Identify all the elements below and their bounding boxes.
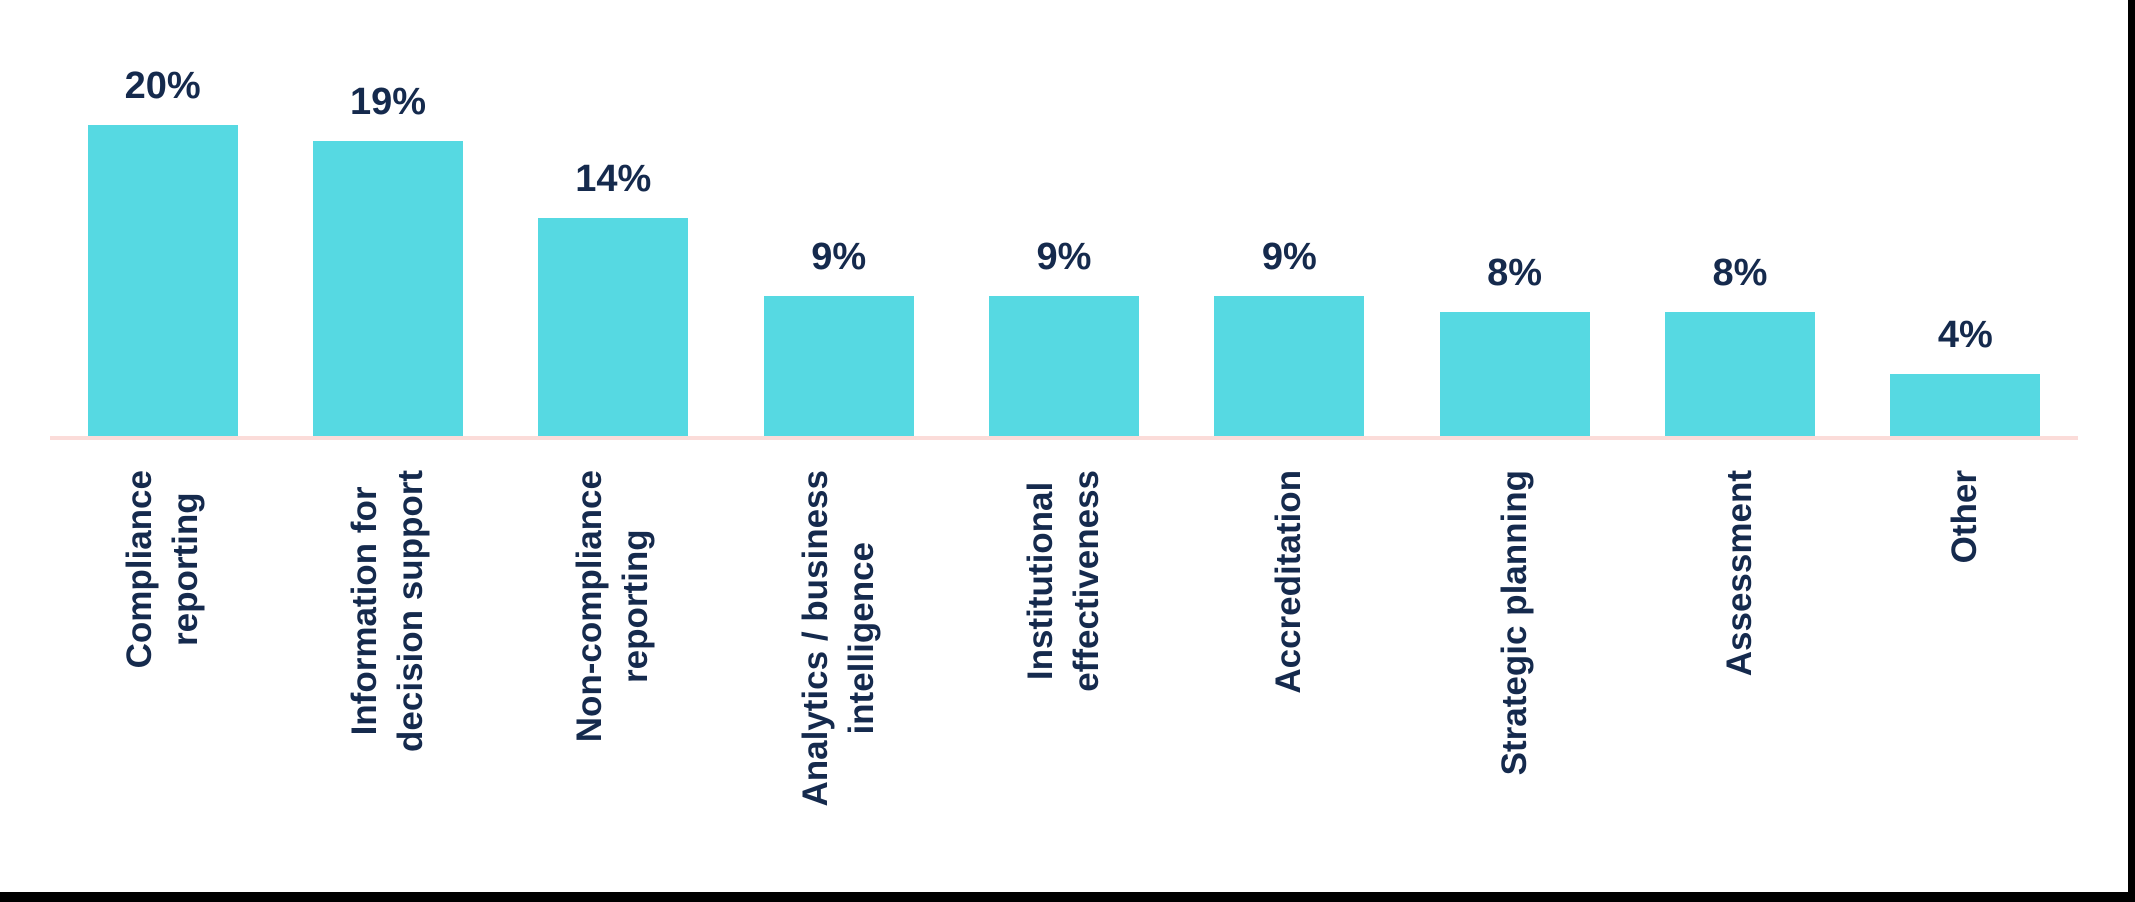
bar [538, 218, 689, 436]
category-label: Analytics / business intelligence [726, 470, 952, 890]
bar-value-label: 9% [811, 236, 867, 278]
category-label-line: reporting [165, 492, 205, 646]
bar-column: 9% [1177, 0, 1402, 436]
bar-column: 4% [1853, 0, 2078, 436]
bars-area: 20% 19% 14% 9% 9% 9% 8% 8% 4% [50, 0, 2078, 436]
category-axis-labels: Compliance reporting Information for decisi… [50, 440, 2078, 888]
category-label-lines: Assessment [1717, 470, 1763, 676]
category-cell: Non-compliance reporting [501, 440, 726, 888]
category-label-lines: Institutional effectiveness [1018, 470, 1110, 692]
category-cell: Compliance reporting [50, 440, 275, 888]
bottom-border [0, 892, 2135, 902]
bar-column: 19% [275, 0, 500, 436]
category-label: Non-compliance reporting [500, 470, 726, 890]
category-cell: Analytics / business intelligence [726, 440, 951, 888]
category-label: Assessment [1627, 470, 1853, 890]
bar [1664, 312, 1815, 436]
category-label-line: Assessment [1719, 470, 1759, 677]
bar-value-label: 19% [349, 81, 427, 123]
bar [87, 125, 238, 436]
bar-column: 9% [951, 0, 1176, 436]
bar [312, 141, 463, 436]
category-label: Institutional effectiveness [951, 470, 1177, 890]
category-cell: Accreditation [1177, 440, 1402, 888]
category-label-lines: Other [1942, 470, 1988, 563]
category-label: Compliance reporting [50, 470, 276, 890]
category-label-lines: Accreditation [1266, 470, 1312, 694]
category-cell: Other [1853, 440, 2078, 888]
category-label: Other [1852, 470, 2078, 890]
bar [1890, 374, 2041, 436]
category-label-line: Other [1945, 470, 1985, 564]
bar-value-label: 4% [1937, 314, 1993, 356]
category-label-line: Compliance [119, 470, 159, 669]
category-label: Accreditation [1176, 470, 1402, 890]
bar-column: 9% [726, 0, 951, 436]
bar-value-label: 20% [124, 65, 201, 107]
category-label-line: Strategic planning [1494, 470, 1534, 776]
category-label-line: effectiveness [1066, 470, 1106, 692]
bar-column: 8% [1627, 0, 1852, 436]
category-label-lines: Non-compliance reporting [567, 470, 659, 742]
category-label-line: Accreditation [1269, 470, 1309, 694]
bar-column: 20% [50, 0, 275, 436]
category-label: Information for decision support [275, 470, 501, 890]
bar-value-label: 9% [1036, 236, 1092, 278]
category-label-line: intelligence [841, 541, 881, 735]
category-label-line: Institutional [1020, 481, 1060, 681]
bar-value-label: 8% [1712, 252, 1768, 294]
bar [763, 296, 914, 436]
right-border [2128, 0, 2135, 902]
bar [988, 296, 1139, 436]
category-label-lines: Information for decision support [342, 470, 434, 752]
bar [1439, 312, 1590, 436]
category-label: Strategic planning [1402, 470, 1628, 890]
bar-value-label: 14% [575, 158, 652, 200]
category-cell: Information for decision support [275, 440, 500, 888]
category-label-lines: Compliance reporting [117, 470, 209, 668]
bar-value-label: 9% [1261, 236, 1317, 278]
bar [1214, 296, 1365, 436]
category-label-line: reporting [616, 529, 656, 683]
bar-column: 14% [501, 0, 726, 436]
category-label-line: decision support [390, 470, 430, 752]
category-label-lines: Strategic planning [1492, 470, 1538, 775]
category-label-line: Non-compliance [570, 470, 610, 743]
category-cell: Assessment [1627, 440, 1852, 888]
category-label-lines: Analytics / business intelligence [793, 470, 885, 807]
category-label-line: Analytics / business [795, 470, 835, 807]
category-label-line: Information for [344, 486, 384, 736]
category-cell: Strategic planning [1402, 440, 1627, 888]
x-axis-baseline [50, 436, 2078, 440]
bar-value-label: 8% [1487, 252, 1543, 294]
category-cell: Institutional effectiveness [951, 440, 1176, 888]
bar-column: 8% [1402, 0, 1627, 436]
